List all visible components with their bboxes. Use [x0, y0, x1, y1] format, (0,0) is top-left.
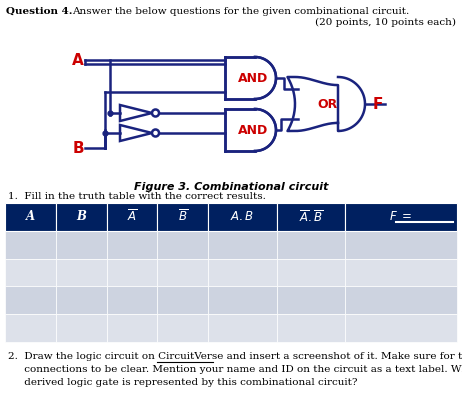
Bar	[277, 258, 345, 286]
Bar	[158, 286, 208, 314]
Text: Figure 3. Combinational circuit: Figure 3. Combinational circuit	[134, 182, 328, 192]
Bar	[107, 314, 158, 342]
Circle shape	[152, 130, 159, 136]
Text: $\overline{A}.\overline{B}$: $\overline{A}.\overline{B}$	[298, 209, 323, 225]
Bar	[208, 231, 277, 258]
Text: Answer the below questions for the given combinational circuit.: Answer the below questions for the given…	[72, 7, 409, 16]
Bar	[107, 286, 158, 314]
Text: B: B	[76, 210, 86, 223]
Bar	[56, 258, 107, 286]
Bar	[345, 203, 457, 231]
Text: A: A	[72, 52, 84, 67]
Text: $A.B$: $A.B$	[231, 210, 255, 223]
Bar	[208, 203, 277, 231]
Bar	[277, 231, 345, 258]
Bar	[345, 231, 457, 258]
Polygon shape	[225, 109, 276, 151]
Bar	[56, 286, 107, 314]
Bar	[56, 314, 107, 342]
Bar	[345, 286, 457, 314]
Bar	[5, 258, 56, 286]
Bar	[345, 314, 457, 342]
Text: AND: AND	[238, 123, 268, 136]
Bar	[5, 231, 56, 258]
Bar	[107, 258, 158, 286]
Text: connections to be clear. Mention your name and ID on the circuit as a text label: connections to be clear. Mention your na…	[8, 365, 462, 374]
Bar	[277, 314, 345, 342]
Text: $\overline{A}$: $\overline{A}$	[127, 209, 137, 225]
Bar	[5, 286, 56, 314]
Bar	[5, 314, 56, 342]
Text: Question 4.: Question 4.	[6, 7, 73, 16]
Text: AND: AND	[238, 71, 268, 84]
Text: derived logic gate is represented by this combinational circuit?: derived logic gate is represented by thi…	[8, 378, 358, 387]
Text: $F\ =\,$: $F\ =\,$	[389, 210, 413, 223]
Text: $\overline{B}$: $\overline{B}$	[178, 209, 188, 225]
Polygon shape	[120, 125, 152, 141]
Bar	[158, 231, 208, 258]
Text: OR: OR	[318, 97, 338, 110]
Bar	[107, 203, 158, 231]
Text: (20 points, 10 points each): (20 points, 10 points each)	[315, 18, 456, 27]
Bar	[158, 314, 208, 342]
Bar	[208, 314, 277, 342]
Bar	[277, 203, 345, 231]
Text: B: B	[72, 141, 84, 156]
Bar	[158, 258, 208, 286]
Bar	[277, 286, 345, 314]
Polygon shape	[120, 105, 152, 121]
Polygon shape	[225, 57, 276, 99]
Bar	[5, 203, 56, 231]
Bar	[208, 258, 277, 286]
Bar	[208, 286, 277, 314]
Bar	[345, 258, 457, 286]
Text: 2.  Draw the logic circuit on CircuitVerse and insert a screenshot of it. Make s: 2. Draw the logic circuit on CircuitVers…	[8, 352, 462, 361]
Bar	[56, 231, 107, 258]
Text: F: F	[373, 97, 383, 112]
Bar	[107, 231, 158, 258]
Bar	[158, 203, 208, 231]
Circle shape	[152, 110, 159, 117]
Text: 1.  Fill in the truth table with the correct results.: 1. Fill in the truth table with the corr…	[8, 192, 266, 201]
Text: A: A	[26, 210, 35, 223]
Bar	[56, 203, 107, 231]
Polygon shape	[287, 77, 365, 131]
